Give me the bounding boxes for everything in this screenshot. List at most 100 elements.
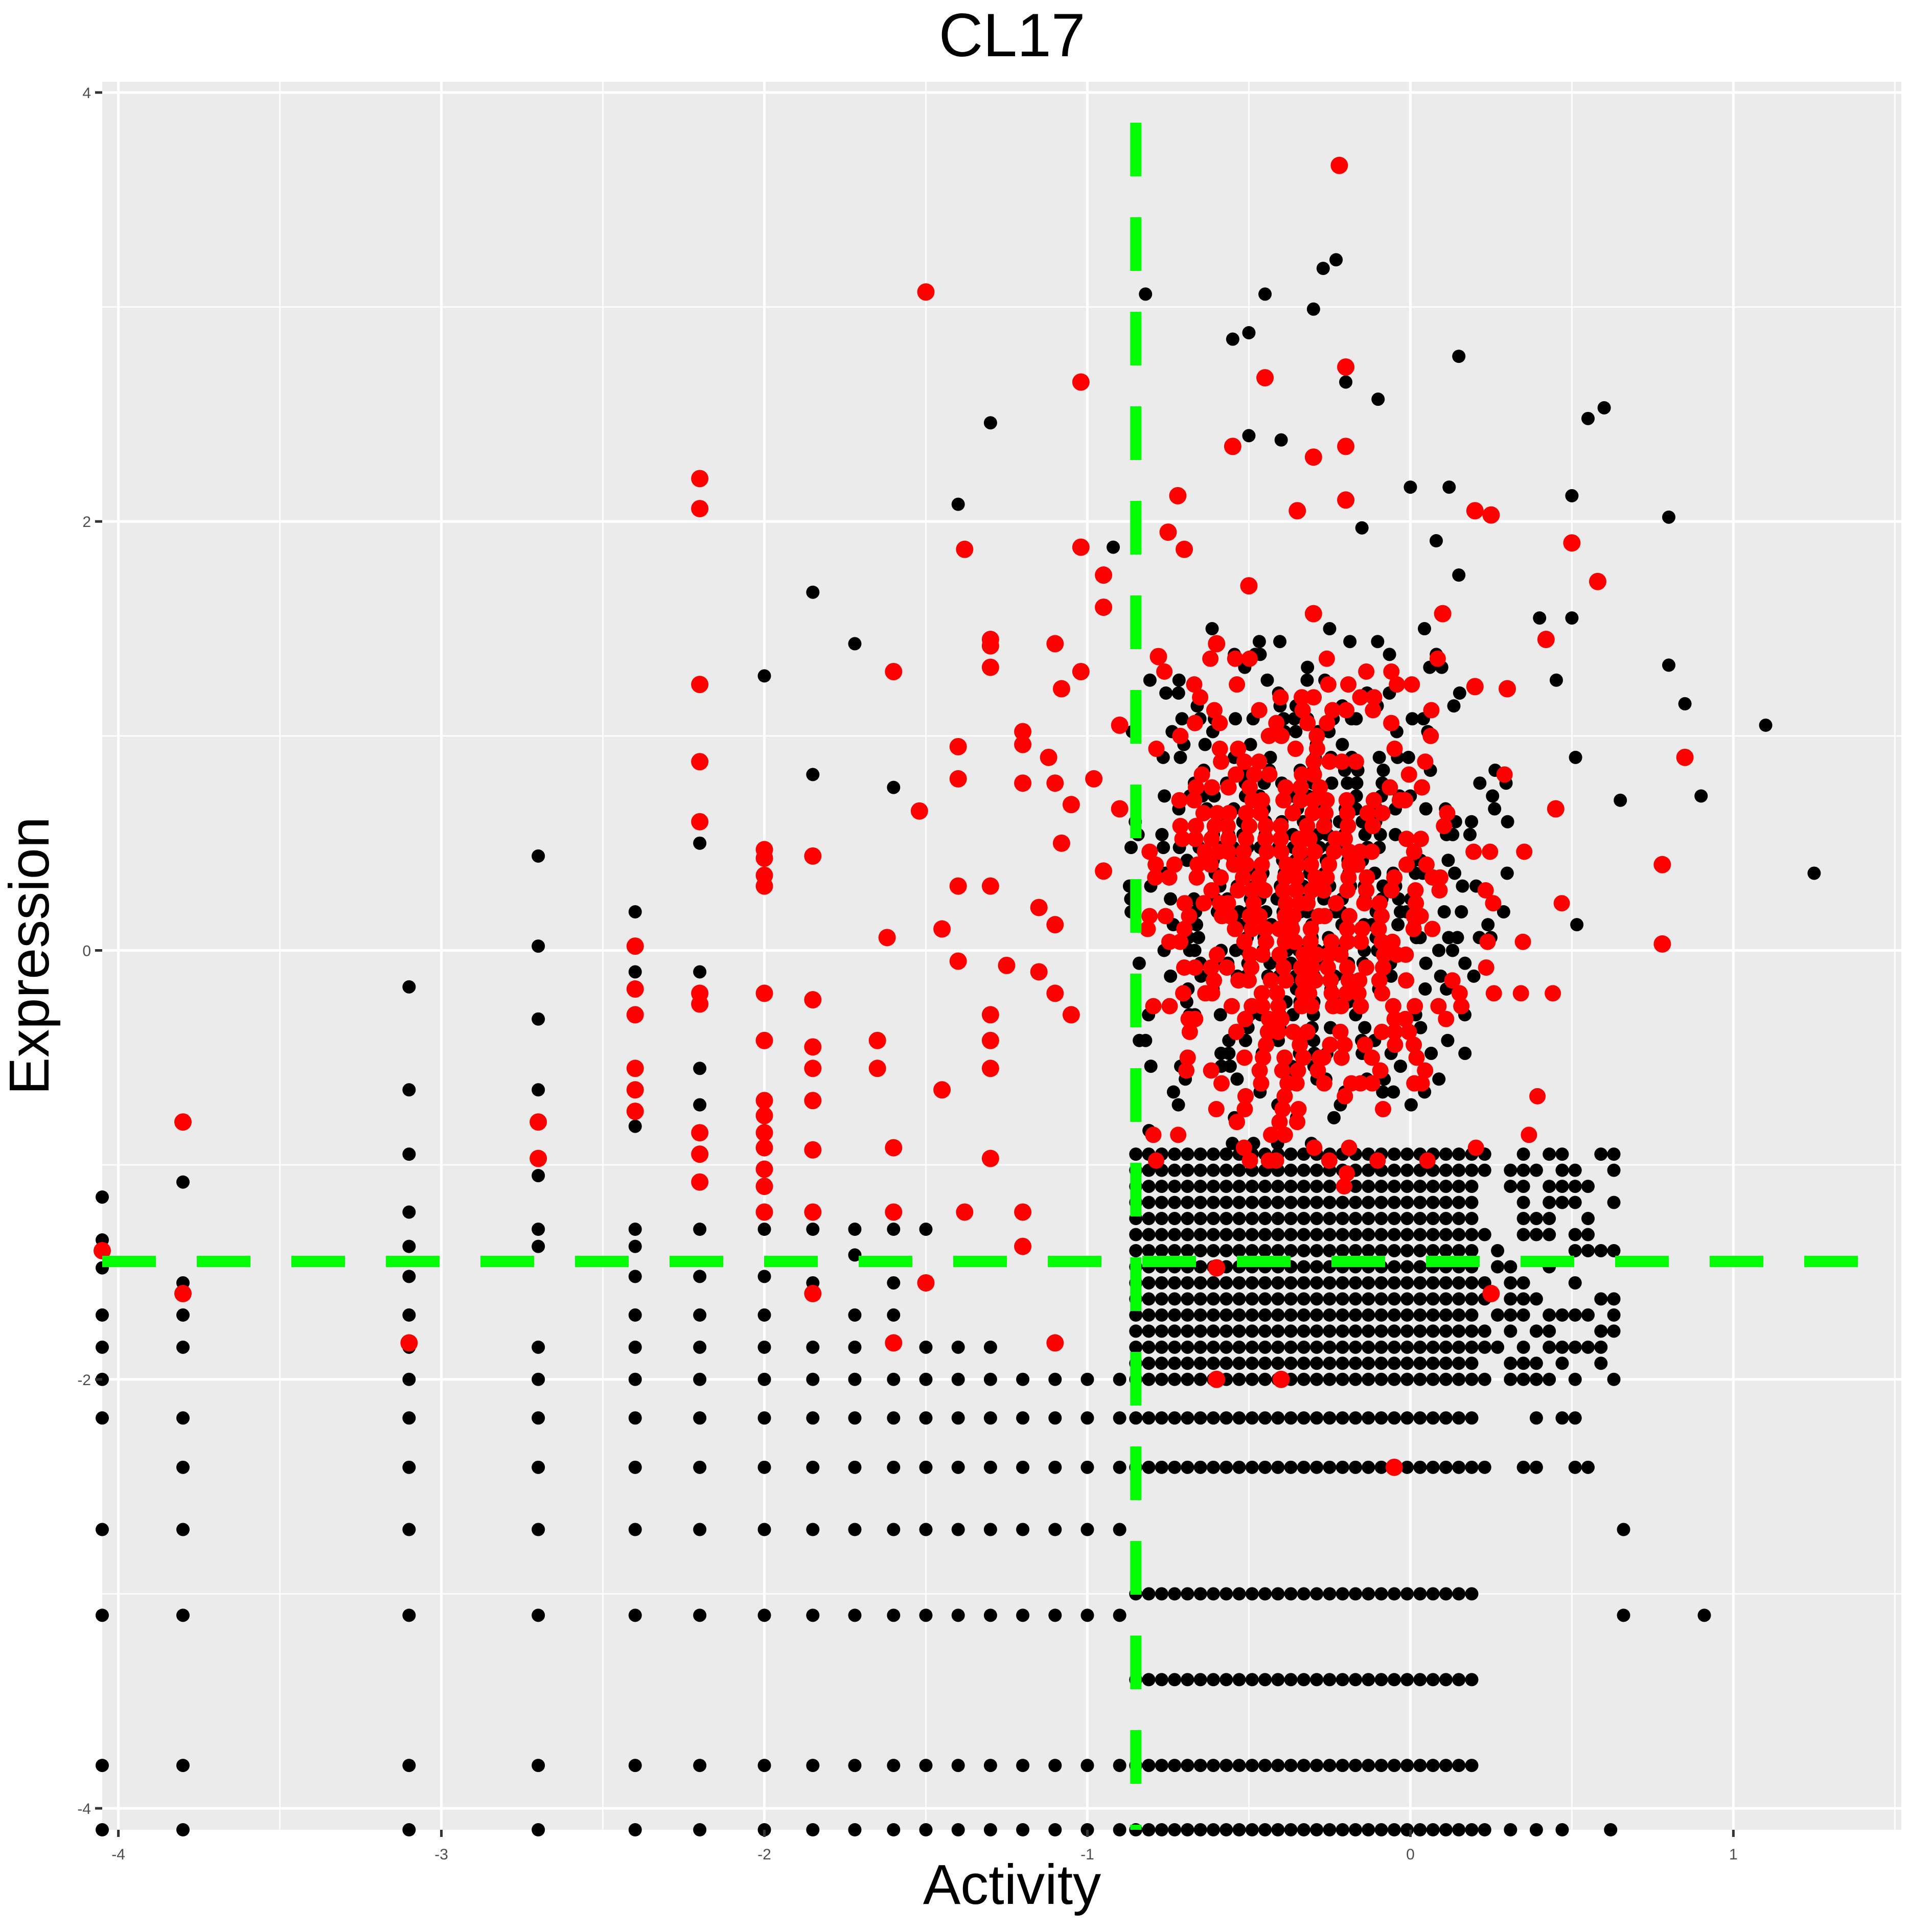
cloud-point <box>1362 1212 1375 1226</box>
data-point <box>1014 1237 1032 1255</box>
cloud-point <box>1452 1228 1466 1241</box>
cloud-point <box>1297 1823 1310 1836</box>
cloud-point <box>1465 1276 1479 1290</box>
cloud-point <box>1336 1356 1349 1370</box>
cloud-point <box>1418 856 1435 873</box>
cloud-point <box>1348 1180 1362 1193</box>
data-point <box>174 1284 192 1302</box>
cloud-point <box>1237 1010 1254 1027</box>
cloud-point <box>1504 1372 1517 1386</box>
data-point <box>1258 287 1272 301</box>
data-point <box>1226 332 1239 346</box>
cloud-point <box>1374 1587 1388 1601</box>
data-point <box>628 1270 642 1283</box>
cloud-point <box>1516 1228 1530 1241</box>
cloud-point <box>1294 689 1310 706</box>
cloud-point <box>1271 921 1287 937</box>
cloud-point <box>1387 1587 1401 1601</box>
cloud-point <box>1268 715 1285 731</box>
cloud-point <box>1168 1163 1182 1177</box>
cloud-point <box>1277 895 1294 912</box>
data-point <box>693 1372 707 1386</box>
cloud-point <box>1465 1163 1479 1177</box>
cloud-point <box>1295 946 1312 963</box>
cloud-point <box>1271 1308 1285 1322</box>
cloud-point <box>1171 686 1185 700</box>
cloud-point <box>1168 1195 1182 1209</box>
cloud-point <box>1258 1460 1272 1474</box>
data-point <box>1113 1759 1126 1773</box>
cloud-point <box>1242 946 1259 963</box>
cloud-point <box>1297 1587 1310 1601</box>
data-point <box>1329 253 1343 267</box>
data-points <box>94 156 1821 1836</box>
y-tick-label: -2 <box>77 1372 91 1389</box>
data-point <box>402 1083 416 1097</box>
cloud-point <box>1387 1180 1401 1193</box>
data-point <box>806 1223 820 1236</box>
cloud-point <box>1387 1147 1401 1161</box>
data-point <box>532 1169 545 1183</box>
cloud-point <box>1211 741 1228 757</box>
cloud-point <box>1256 882 1273 899</box>
cloud-point <box>1504 1292 1517 1306</box>
data-point <box>1095 566 1113 584</box>
data-point <box>1072 662 1090 680</box>
data-point <box>1014 1203 1032 1221</box>
cloud-point <box>1171 792 1188 809</box>
data-point <box>917 283 935 301</box>
cloud-point <box>1413 1260 1427 1274</box>
cloud-point <box>1206 1292 1220 1306</box>
cloud-point <box>1413 1356 1427 1370</box>
cloud-point <box>1387 1324 1401 1338</box>
cloud-point <box>1273 1010 1290 1027</box>
data-point <box>951 1372 965 1386</box>
cloud-point <box>1206 1340 1220 1354</box>
x-tick-label: 0 <box>1406 1846 1415 1863</box>
data-point <box>806 1460 820 1474</box>
cloud-point <box>1275 882 1292 899</box>
data-point <box>878 929 896 947</box>
cloud-point <box>1297 1372 1310 1386</box>
cloud-point <box>1253 792 1270 809</box>
cloud-point <box>1193 1587 1207 1601</box>
cloud-point <box>1529 1823 1543 1836</box>
cloud-point <box>1406 1037 1422 1053</box>
point-cloud <box>1122 622 1621 1836</box>
cloud-point <box>1607 1308 1621 1322</box>
cloud-point <box>1439 1460 1453 1474</box>
cloud-point <box>1555 1195 1569 1209</box>
data-point <box>626 1006 644 1024</box>
cloud-point <box>1387 1163 1401 1177</box>
cloud-point <box>1439 1759 1453 1773</box>
cloud-point <box>1206 972 1223 989</box>
cloud-point <box>1386 869 1403 886</box>
cloud-point <box>1568 1244 1582 1257</box>
cloud-point <box>1206 1308 1220 1322</box>
cloud-point <box>1232 1228 1246 1241</box>
cloud-point <box>1241 779 1258 796</box>
cloud-point <box>1362 1163 1375 1177</box>
cloud-point <box>1424 921 1441 937</box>
cloud-point <box>1271 1114 1288 1131</box>
data-point <box>757 1270 771 1283</box>
cloud-point <box>1289 1114 1306 1131</box>
cloud-point <box>1287 741 1304 757</box>
cloud-point <box>1253 856 1270 873</box>
cloud-point <box>1465 1180 1479 1193</box>
data-point <box>1046 635 1064 653</box>
data-point <box>1272 1370 1290 1388</box>
cloud-point <box>1358 882 1375 899</box>
cloud-point <box>1129 1228 1143 1241</box>
cloud-point <box>1181 1195 1194 1209</box>
cloud-point <box>1172 818 1189 835</box>
cloud-point <box>1521 1126 1537 1143</box>
cloud-point <box>1147 856 1164 873</box>
cloud-point <box>1374 1759 1388 1773</box>
data-point <box>998 956 1016 974</box>
data-point <box>887 1759 901 1773</box>
cloud-point <box>1176 895 1193 912</box>
cloud-point <box>1400 766 1417 783</box>
cloud-point <box>1220 843 1236 860</box>
data-point <box>96 1411 109 1425</box>
